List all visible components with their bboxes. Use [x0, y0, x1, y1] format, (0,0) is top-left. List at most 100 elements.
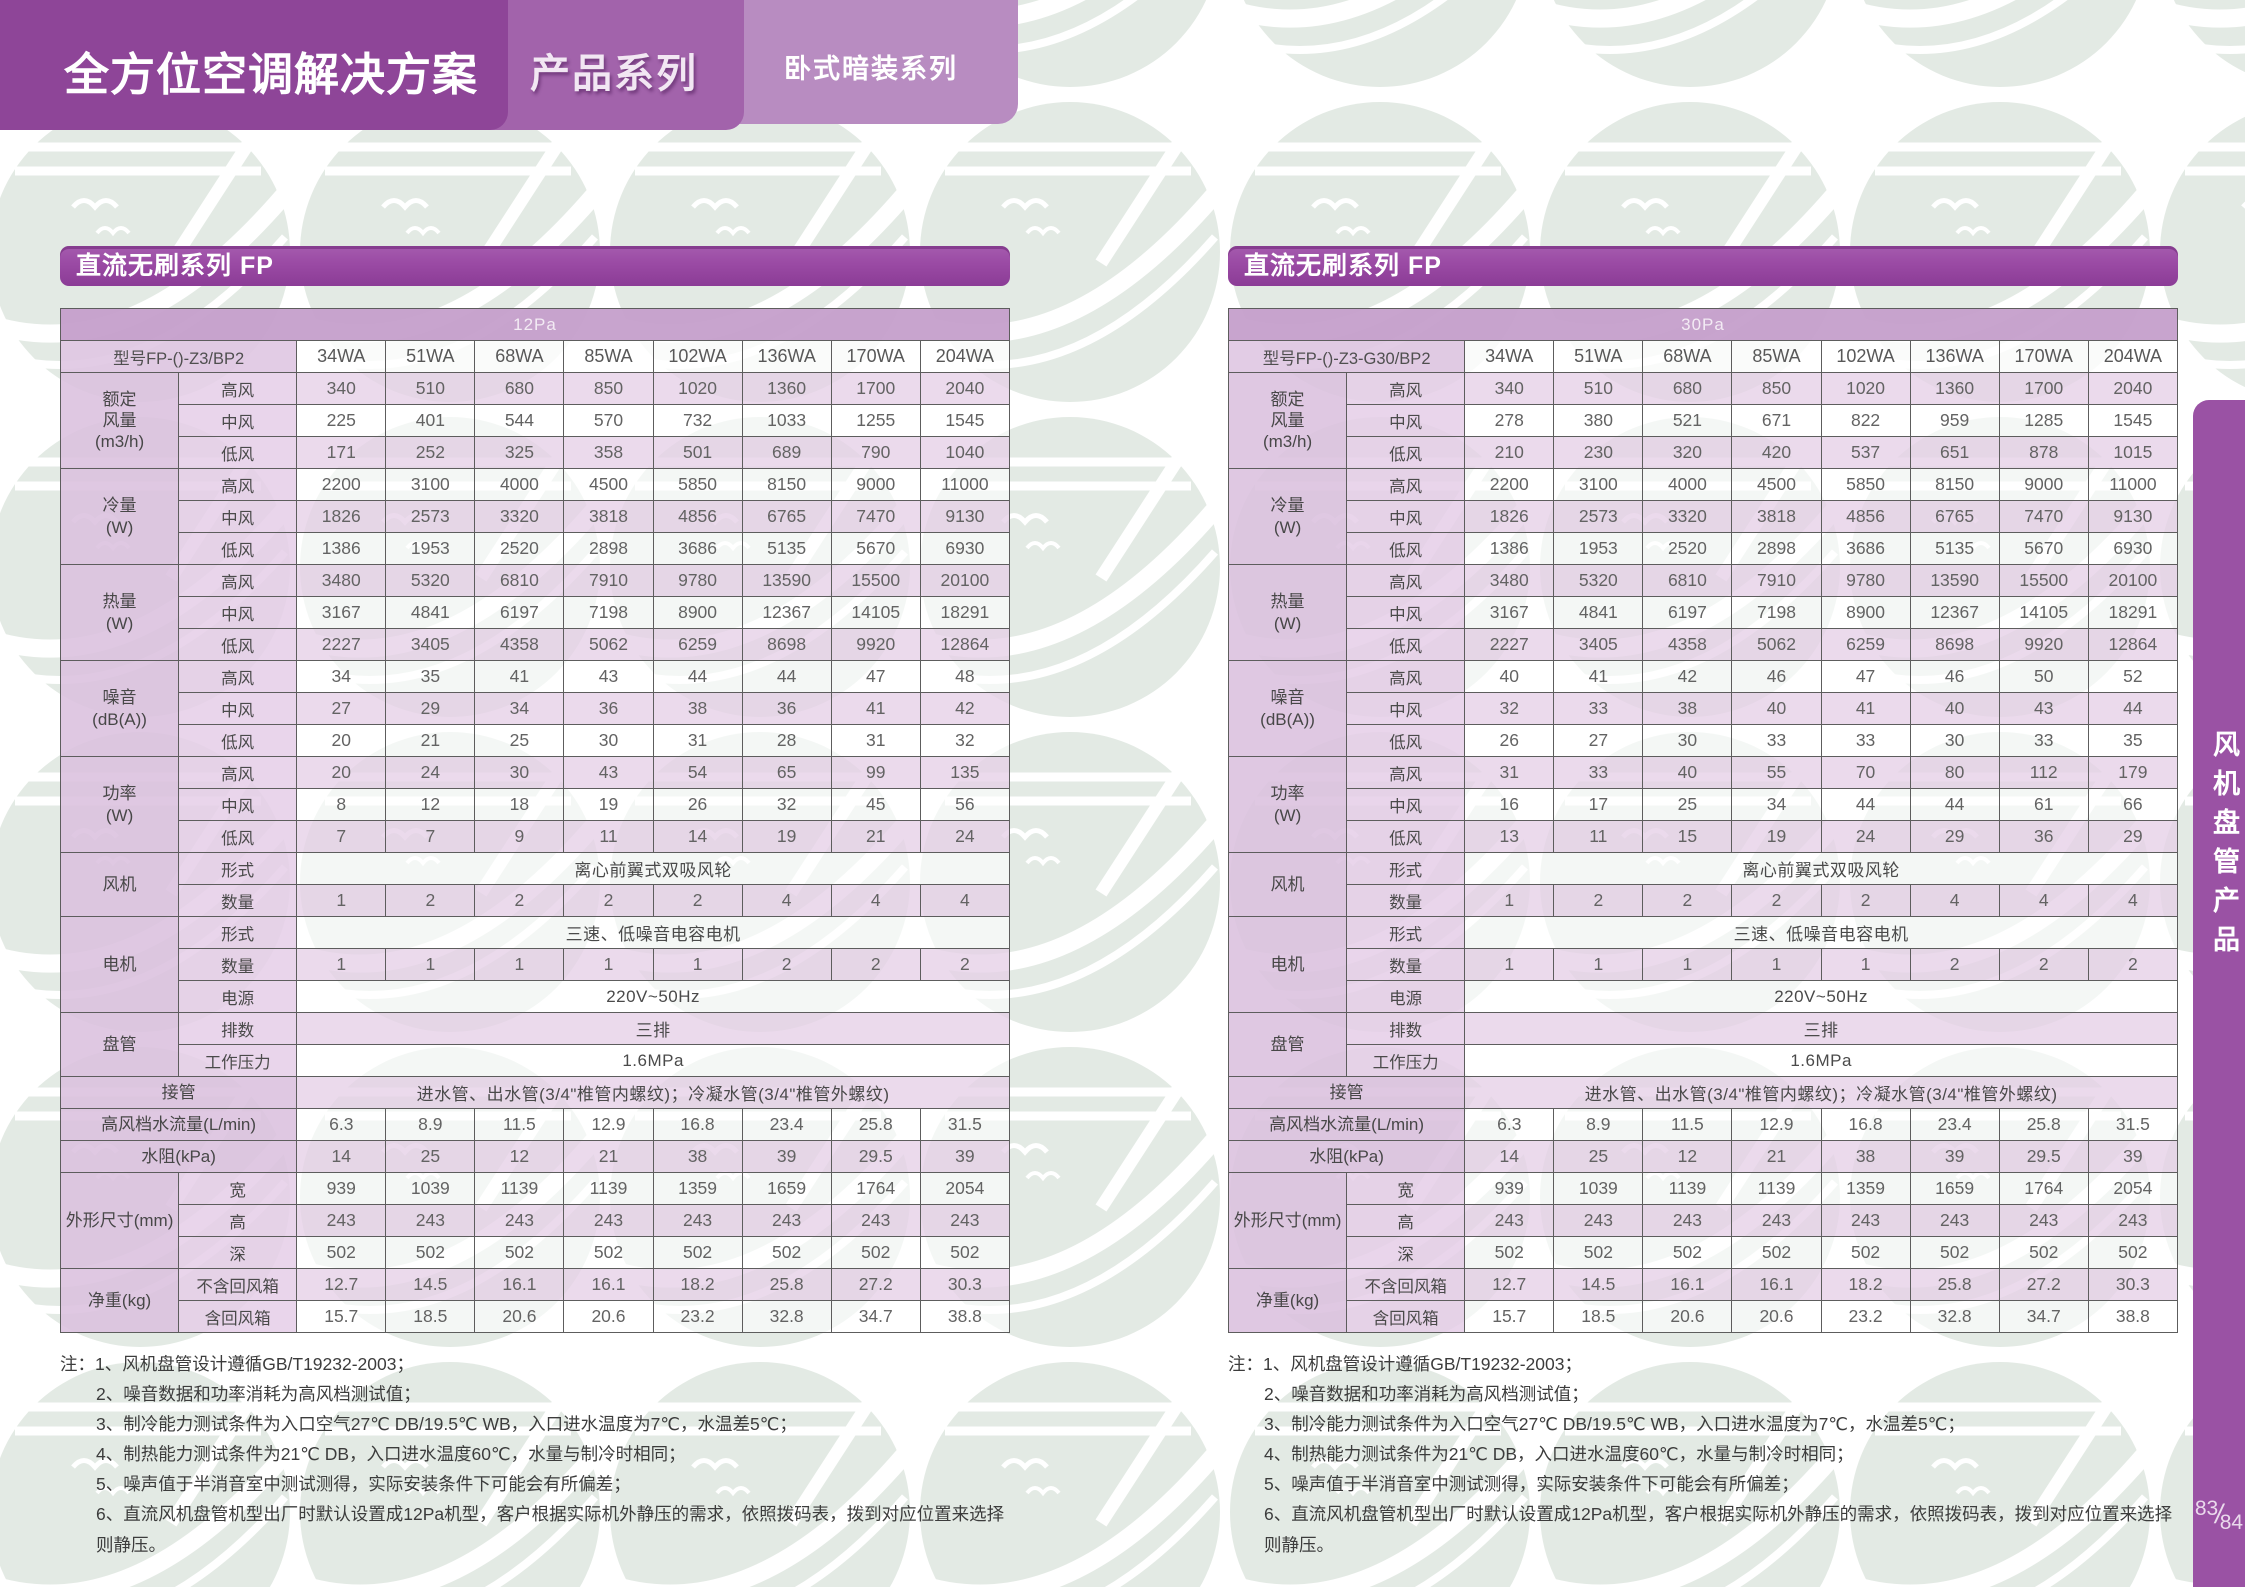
- value-cell: 44: [741, 660, 832, 693]
- sub-label: 形式: [178, 852, 298, 885]
- value-cell: 5135: [1909, 532, 2000, 565]
- value-cell: 1764: [830, 1172, 921, 1205]
- value-cell: 42: [1642, 660, 1733, 693]
- value-cell: 27.2: [830, 1268, 921, 1301]
- notes-12pa: 注：1、风机盘管设计遵循GB/T19232-2003； 2、噪音数据和功率消耗为高…: [60, 1349, 1010, 1560]
- value-cell: 12: [474, 1140, 565, 1173]
- value-cell: 42: [919, 692, 1011, 725]
- value-cell: 7: [385, 820, 476, 853]
- value-cell: 939: [1464, 1172, 1555, 1205]
- value-cell: 5670: [1998, 532, 2089, 565]
- page-header: 卧式暗装系列 产品系列 全方位空调解决方案: [0, 0, 1020, 130]
- value-cell: 4000: [474, 468, 565, 501]
- value-cell: 30: [1909, 724, 2000, 757]
- value-cell: 2: [563, 884, 654, 917]
- value-cell: 8900: [652, 596, 743, 629]
- sub-label: 高风: [178, 756, 298, 789]
- value-cell: 25: [1642, 788, 1733, 821]
- group-label: 噪音 (dB(A)): [59, 660, 180, 757]
- note-line: 5、噪声值于半消音室中测试测得，实际安装条件下可能会有所偏差；: [1264, 1474, 1799, 1495]
- value-cell: 171: [296, 436, 387, 469]
- value-cell: 6930: [2087, 532, 2179, 565]
- value-cell: 6.3: [1464, 1108, 1555, 1141]
- value-cell: 39: [741, 1140, 832, 1173]
- value-cell: 8150: [741, 468, 832, 501]
- value-cell: 1: [1642, 948, 1733, 981]
- value-cell: 33: [1820, 724, 1911, 757]
- value-cell: 21: [1731, 1140, 1822, 1173]
- group-label: 热量 (W): [1227, 564, 1348, 661]
- column-header: 170WA: [830, 340, 921, 373]
- span-value-cell: 离心前翼式双吸风轮: [1464, 852, 2178, 885]
- value-cell: 2520: [1642, 532, 1733, 565]
- group-label: 盘管: [1227, 1012, 1348, 1077]
- value-cell: 1139: [563, 1172, 654, 1205]
- value-cell: 18.5: [1553, 1300, 1644, 1333]
- sub-label: 宽: [1346, 1172, 1466, 1205]
- value-cell: 33: [1998, 724, 2089, 757]
- value-cell: 3167: [296, 596, 387, 629]
- value-cell: 3480: [296, 564, 387, 597]
- value-cell: 320: [1642, 436, 1733, 469]
- sub-label: 低风: [1346, 628, 1466, 661]
- value-cell: 20100: [919, 564, 1011, 597]
- table-title-12pa: 直流无刷系列 FP: [60, 246, 1010, 286]
- value-cell: 7470: [1998, 500, 2089, 533]
- group-label: 额定 风量 (m3/h): [1227, 372, 1348, 469]
- value-cell: 46: [1909, 660, 2000, 693]
- value-cell: 1285: [1998, 404, 2089, 437]
- span-value-cell: 1.6MPa: [296, 1044, 1010, 1077]
- sub-label: 深: [1346, 1236, 1466, 1269]
- value-cell: 47: [830, 660, 921, 693]
- group-label: 外形尺寸(mm): [1227, 1172, 1348, 1269]
- value-cell: 18291: [919, 596, 1011, 629]
- value-cell: 510: [1553, 372, 1644, 405]
- sub-label: 中风: [178, 788, 298, 821]
- value-cell: 732: [652, 404, 743, 437]
- value-cell: 14.5: [385, 1268, 476, 1301]
- value-cell: 501: [652, 436, 743, 469]
- value-cell: 23.4: [1909, 1108, 2000, 1141]
- value-cell: 243: [1553, 1204, 1644, 1237]
- value-cell: 29.5: [830, 1140, 921, 1173]
- value-cell: 9: [474, 820, 565, 853]
- group-label: 电机: [1227, 916, 1348, 1013]
- span-value-cell: 离心前翼式双吸风轮: [296, 852, 1010, 885]
- value-cell: 6.3: [296, 1108, 387, 1141]
- value-cell: 12: [1642, 1140, 1733, 1173]
- value-cell: 29.5: [1998, 1140, 2089, 1173]
- sub-label: 中风: [1346, 596, 1466, 629]
- column-header: 51WA: [385, 340, 476, 373]
- value-cell: 31: [652, 724, 743, 757]
- value-cell: 5062: [1731, 628, 1822, 661]
- note-line: 4、制热能力测试条件为21℃ DB，入口进水温度60℃，水量与制冷时相同；: [1264, 1444, 1854, 1465]
- value-cell: 2: [1642, 884, 1733, 917]
- value-cell: 39: [919, 1140, 1011, 1173]
- value-cell: 40: [1464, 660, 1555, 693]
- sub-label: 中风: [178, 500, 298, 533]
- row-label: 高风档水流量(L/min): [1227, 1108, 1466, 1141]
- value-cell: 70: [1820, 756, 1911, 789]
- value-cell: 41: [1553, 660, 1644, 693]
- sub-label: 形式: [1346, 852, 1466, 885]
- value-cell: 225: [296, 404, 387, 437]
- page-number-top: 83: [2194, 1497, 2219, 1520]
- spec-section-12pa: 直流无刷系列 FP 12Pa 型号FP-()-Z3/BP2 34WA 51WA 68WA…: [59, 246, 1011, 1560]
- value-cell: 40: [1642, 756, 1733, 789]
- value-cell: 1040: [919, 436, 1011, 469]
- group-label: 外形尺寸(mm): [59, 1172, 180, 1269]
- value-cell: 20.6: [563, 1300, 654, 1333]
- span-value-cell: 220V~50Hz: [1464, 980, 2178, 1013]
- value-cell: 243: [385, 1204, 476, 1237]
- value-cell: 1700: [830, 372, 921, 405]
- value-cell: 3320: [1642, 500, 1733, 533]
- value-cell: 12367: [1909, 596, 2000, 629]
- value-cell: 3686: [1820, 532, 1911, 565]
- value-cell: 5670: [830, 532, 921, 565]
- value-cell: 36: [741, 692, 832, 725]
- value-cell: 25.8: [1909, 1268, 2000, 1301]
- sub-label: 中风: [1346, 404, 1466, 437]
- value-cell: 12367: [741, 596, 832, 629]
- group-label: 盘管: [59, 1012, 180, 1077]
